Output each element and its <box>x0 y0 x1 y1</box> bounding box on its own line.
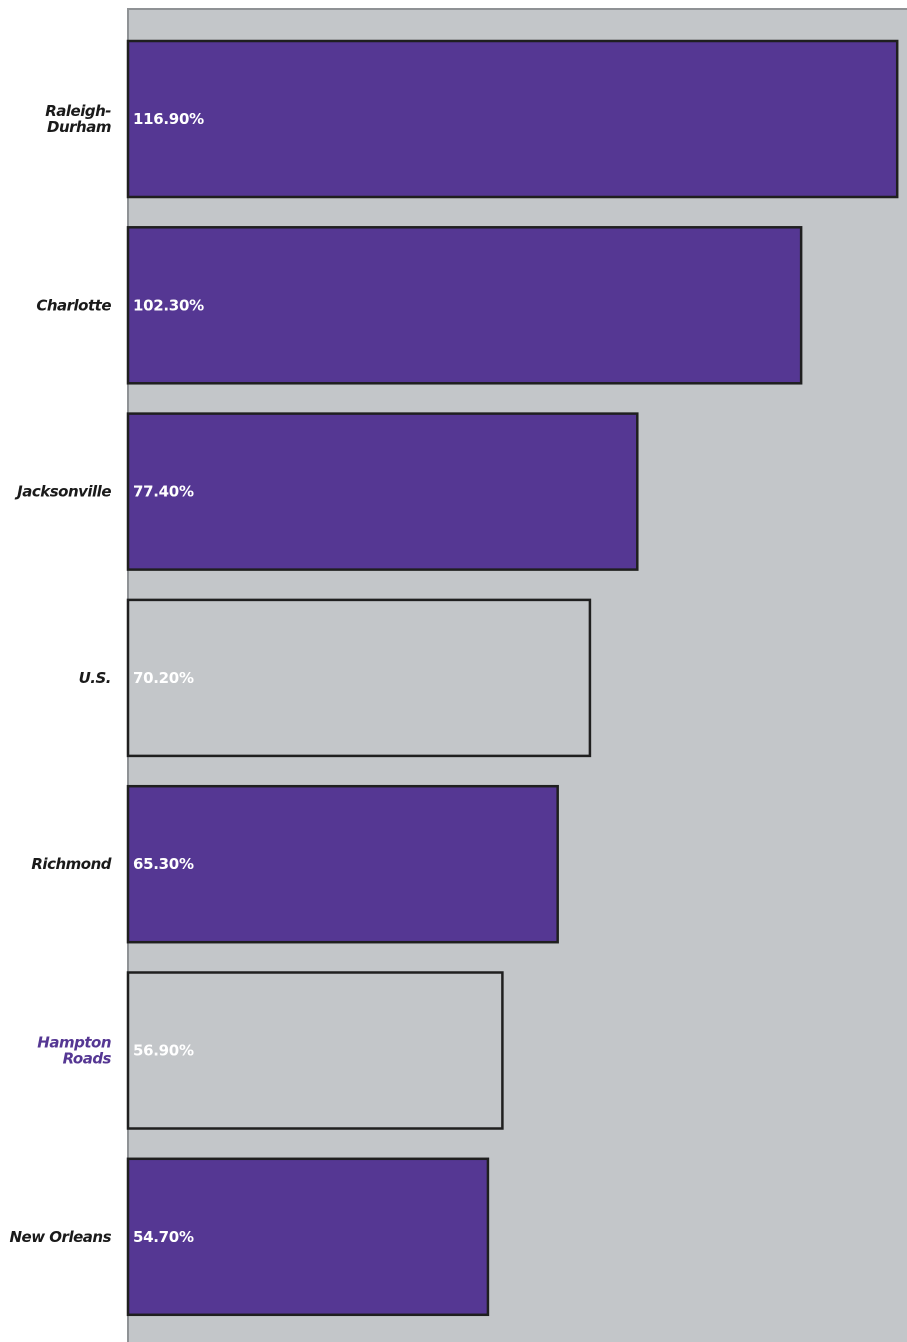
value-label-new-orleans: 54.70% <box>133 1228 194 1246</box>
bar-jacksonville <box>126 412 639 571</box>
value-label-u-s: 70.20% <box>133 669 194 687</box>
category-label-line: Durham <box>47 118 111 136</box>
bar-u-s <box>126 598 592 758</box>
category-label-richmond: Richmond <box>31 855 111 873</box>
value-label-hampton-roads: 56.90% <box>133 1042 194 1060</box>
bar-richmond <box>126 784 559 944</box>
category-label-line: Jacksonville <box>14 483 111 501</box>
bar-new-orleans <box>126 1157 490 1317</box>
category-label-line: Charlotte <box>36 296 111 314</box>
category-label-u-s: U.S. <box>79 669 111 687</box>
value-label-jacksonville: 77.40% <box>133 483 194 501</box>
category-label-line: U.S. <box>79 669 111 687</box>
category-label-line: Richmond <box>31 855 111 873</box>
category-label-charlotte: Charlotte <box>36 296 111 314</box>
value-labels-group: 116.90% 102.30% 77.40% 70.20% 65.30% 56.90% 54… <box>133 110 204 1246</box>
bar-raleigh-durham <box>126 39 899 199</box>
value-label-richmond: 65.30% <box>133 855 194 873</box>
value-label-charlotte: 102.30% <box>133 296 204 314</box>
category-label-line: Raleigh- <box>45 102 111 120</box>
category-labels-group: Raleigh-Durham Charlotte Jacksonville U.S. R… <box>10 102 113 1246</box>
bars-group <box>126 39 899 1317</box>
bar-charlotte <box>126 226 803 385</box>
bar-hampton-roads <box>126 971 504 1130</box>
category-label-hampton-roads: Hampton Roads <box>37 1034 111 1068</box>
category-label-raleigh-durham: Raleigh-Durham <box>45 102 111 136</box>
value-label-raleigh-durham: 116.90% <box>133 110 204 128</box>
category-label-line: Roads <box>63 1050 112 1068</box>
category-label-jacksonville: Jacksonville <box>14 483 111 501</box>
category-label-new-orleans: New Orleans <box>10 1228 112 1246</box>
category-label-line: Hampton <box>37 1034 111 1052</box>
category-label-line: New Orleans <box>10 1228 112 1246</box>
